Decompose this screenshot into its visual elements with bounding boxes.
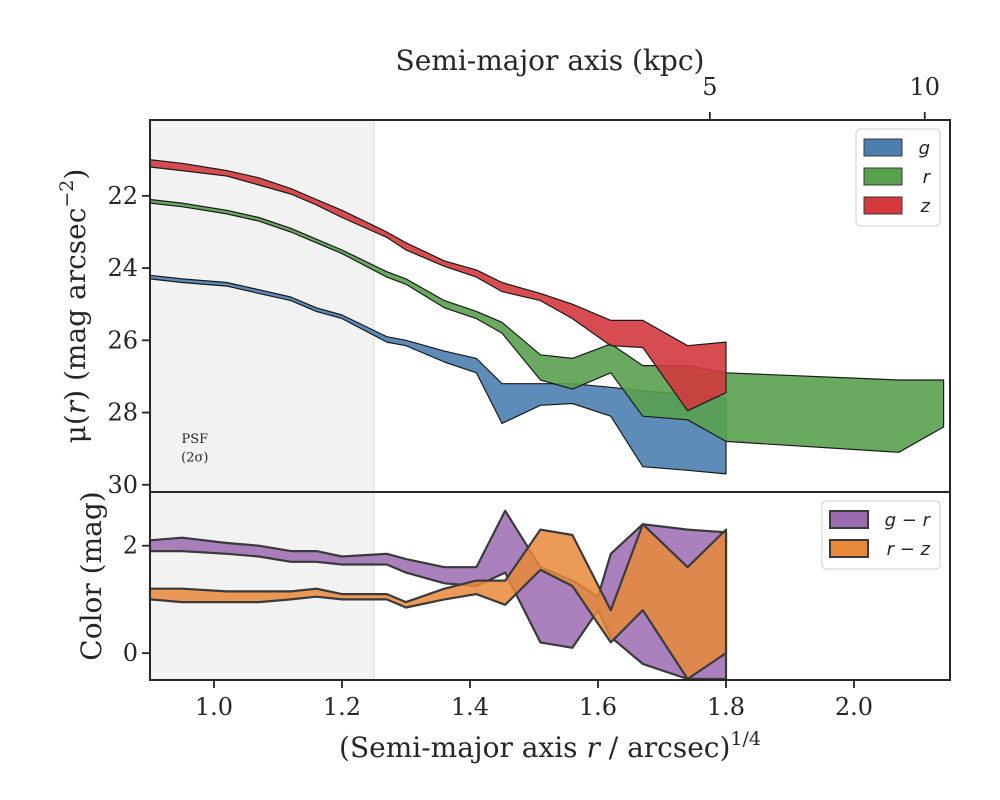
top-xtick-label: 5 <box>702 73 717 101</box>
ylabel-part-unit: ) (mag arcsec <box>59 208 92 401</box>
top-axis-title: Semi-major axis (kpc) <box>396 44 705 77</box>
bottom-xtick-label: 1.6 <box>579 693 617 721</box>
top-y-ticks: 22 24 26 28 30 <box>107 182 150 499</box>
color-legend-label: r − z <box>887 539 931 560</box>
mu-legend-swatch <box>863 167 903 186</box>
top-kpc-ticks: 51020305075100 <box>702 73 940 120</box>
psf-label-line1: PSF <box>181 432 208 447</box>
mu-band-2 <box>149 159 727 412</box>
color-legend-label: g − r <box>885 510 932 531</box>
mu-legend-label: r <box>923 167 932 188</box>
top-legend: grz <box>855 128 941 227</box>
color-legend-swatch <box>829 510 869 529</box>
bottom-ytick-label: 2 <box>123 532 138 560</box>
xlabel-part-2: / arcsec) <box>600 731 731 764</box>
mu-legend-swatch <box>863 138 903 157</box>
top-ytick-label: 24 <box>107 254 138 282</box>
top-ytick-label: 28 <box>107 399 138 427</box>
top-ytick-label: 22 <box>107 182 138 210</box>
top-ytick-label: 30 <box>107 471 138 499</box>
bottom-x-axis-title: (Semi-major axis r / arcsec)1/4 <box>339 728 761 764</box>
mu-band-0 <box>149 274 727 475</box>
xlabel-part-exp: 1/4 <box>730 728 761 750</box>
ylabel-part-exp: −2 <box>56 180 78 208</box>
ylabel-part-r: r <box>59 399 92 414</box>
top-y-axis-title: μ(r) (mag arcsec−2) <box>56 169 92 444</box>
psf-label-line2: (2σ) <box>181 450 208 465</box>
top-xtick-label: 10 <box>909 73 940 101</box>
surface-brightness-bands <box>149 159 945 475</box>
psf-shaded-region-color <box>149 491 375 681</box>
mu-band-1 <box>149 198 945 453</box>
mu-legend-label: z <box>920 196 931 217</box>
bottom-xtick-label: 1.8 <box>707 693 745 721</box>
xlabel-part-1: (Semi-major axis <box>339 731 586 764</box>
xlabel-part-r: r <box>586 731 601 764</box>
bottom-panel-frame <box>149 491 951 681</box>
bottom-xtick-label: 1.0 <box>195 693 233 721</box>
bottom-xtick-label: 2.0 <box>835 693 873 721</box>
bottom-y-ticks: 02 <box>123 532 150 667</box>
color-legend-swatch <box>829 539 869 558</box>
color-panel: 02 1.0 1.2 1.4 1.6 1.8 2.0 (Semi-major axis r… <box>75 491 951 764</box>
ylabel-part-mu: μ( <box>59 414 92 443</box>
mu-legend-swatch <box>863 196 903 215</box>
top-ytick-label: 26 <box>107 326 138 354</box>
bottom-ytick-label: 0 <box>123 639 138 667</box>
color-legend: g − r r − z <box>821 500 941 570</box>
color-band-1 <box>148 523 728 681</box>
ylabel-part-close: ) <box>59 169 92 180</box>
mu-legend-label: g <box>919 138 930 159</box>
bottom-x-ticks: 1.0 1.2 1.4 1.6 1.8 2.0 <box>195 680 873 721</box>
bottom-y-axis-title: Color (mag) <box>75 491 108 660</box>
bottom-xtick-label: 1.2 <box>323 693 361 721</box>
bottom-xtick-label: 1.4 <box>451 693 489 721</box>
